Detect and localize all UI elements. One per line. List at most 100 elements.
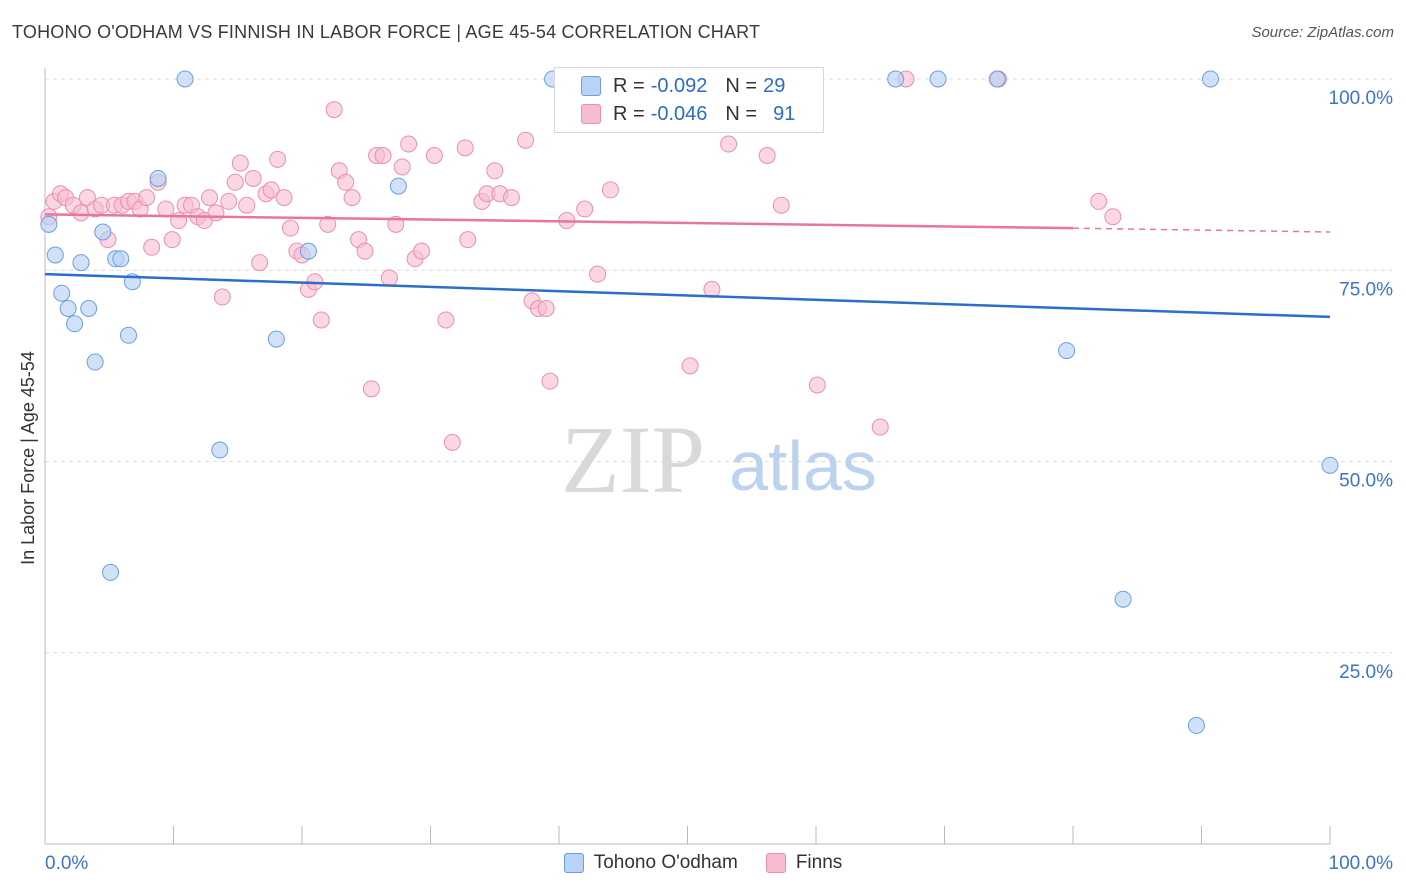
source-label: Source: ZipAtlas.com — [1251, 24, 1394, 41]
tohono-point — [86, 353, 104, 371]
tohono-point — [112, 250, 130, 268]
finns-point — [681, 357, 699, 375]
finns-point — [269, 150, 287, 168]
finns-point — [157, 200, 175, 218]
finns-point — [871, 418, 889, 436]
legend-r-label: R = — [613, 74, 645, 97]
stats-legend: R = -0.092 N = 29 R = -0.046 N = 91 — [554, 67, 824, 133]
finns-point — [220, 192, 238, 210]
tohono-point — [389, 177, 407, 195]
finns-points — [40, 70, 1122, 451]
finns-point — [601, 181, 619, 199]
tohono-point — [102, 563, 120, 581]
y-axis-title: In Labor Force | Age 45-54 — [18, 351, 38, 565]
finns-point — [281, 219, 299, 237]
finns-point — [443, 433, 461, 451]
finns-point — [589, 265, 607, 283]
grid-layer — [45, 78, 1392, 654]
tohono-point — [1321, 456, 1339, 474]
tohono-points — [40, 70, 1339, 734]
finns-point — [213, 288, 231, 306]
legend-n-value: 29 — [763, 74, 786, 97]
finns-point — [502, 189, 520, 207]
finns-point — [143, 238, 161, 256]
pink-swatch — [765, 853, 786, 873]
tohono-point — [176, 70, 194, 88]
finns-point — [72, 204, 90, 222]
finns-point — [356, 242, 374, 260]
finns-point — [251, 254, 269, 272]
tohono-trend-line — [44, 272, 1331, 319]
finns-point — [343, 189, 361, 207]
finns-point — [576, 200, 594, 218]
legend-r-label: R = — [613, 102, 645, 125]
tohono-point — [1114, 590, 1132, 608]
watermark: ZIP atlas — [561, 406, 877, 513]
finns-point — [425, 147, 443, 164]
finns-point — [244, 169, 262, 187]
tohono-point — [72, 254, 90, 272]
finns-point — [325, 101, 343, 119]
tohono-point — [299, 242, 317, 260]
finns-point — [337, 173, 355, 191]
finns-trend-line — [44, 213, 1074, 230]
finns-point — [374, 147, 392, 164]
finns-point — [393, 158, 411, 176]
tohono-point — [267, 330, 285, 348]
finns-point — [200, 189, 218, 207]
finns-point — [720, 135, 738, 153]
tohono-point — [211, 441, 229, 459]
x-tick-label-max: 100.0% — [1329, 853, 1394, 874]
axes-layer — [44, 68, 1331, 845]
y-tick-label: 25.0% — [1339, 662, 1393, 683]
finns-point — [541, 372, 559, 390]
finns-point — [808, 376, 826, 394]
legend-r-value: -0.092 — [650, 74, 708, 97]
series-legend: Tohono O'odham Finns — [0, 852, 1406, 874]
tohono-point — [53, 284, 71, 302]
finns-point — [413, 242, 431, 260]
blue-swatch — [581, 76, 601, 96]
tohono-point — [46, 246, 64, 264]
tohono-point — [59, 300, 77, 317]
finns-point — [486, 162, 504, 180]
legend-item-tohono[interactable]: Tohono O'odham — [563, 852, 738, 874]
watermark-atlas: atlas — [729, 427, 877, 505]
legend-row-finns: R = -0.046 N = 91 — [555, 99, 795, 129]
tohono-point — [887, 70, 905, 88]
tohono-point — [120, 326, 138, 344]
finns-point — [207, 204, 225, 222]
y-tick-label: 100.0% — [1329, 88, 1394, 109]
legend-item-finns[interactable]: Finns — [765, 852, 842, 874]
legend-n-label: N = — [725, 74, 758, 97]
finns-point — [312, 311, 330, 329]
legend-n-label: N = — [725, 102, 758, 125]
finns-point — [1090, 192, 1108, 210]
finns-point — [456, 139, 474, 157]
y-tick-label: 50.0% — [1339, 471, 1393, 492]
finns-point — [758, 147, 776, 164]
tohono-point — [66, 315, 84, 333]
finns-point — [400, 135, 418, 153]
blue-swatch — [563, 853, 584, 873]
finns-point — [517, 131, 535, 149]
chart-title: TOHONO O'ODHAM VS FINNISH IN LABOR FORCE… — [12, 22, 761, 42]
tohono-point — [929, 70, 947, 88]
trend-lines — [44, 213, 1331, 319]
tohono-point — [80, 300, 98, 317]
finns-point — [319, 215, 337, 233]
y-tick-label: 75.0% — [1339, 279, 1393, 300]
x-tick-label-min: 0.0% — [45, 853, 88, 874]
legend-row-tohono: R = -0.092 N = 29 — [555, 71, 785, 101]
axis-labels: 25.0% 50.0% 75.0% 100.0% 0.0% 100.0% In Labor … — [18, 88, 1393, 874]
finns-point — [772, 196, 790, 214]
finns-point — [262, 181, 280, 199]
finns-point — [231, 154, 249, 172]
tohono-point — [988, 70, 1006, 88]
legend-r-value: -0.046 — [650, 102, 708, 125]
legend-label-tohono: Tohono O'odham — [593, 852, 738, 873]
watermark-zip: ZIP — [561, 406, 705, 513]
tohono-point — [1187, 716, 1205, 734]
tohono-point — [149, 169, 167, 187]
